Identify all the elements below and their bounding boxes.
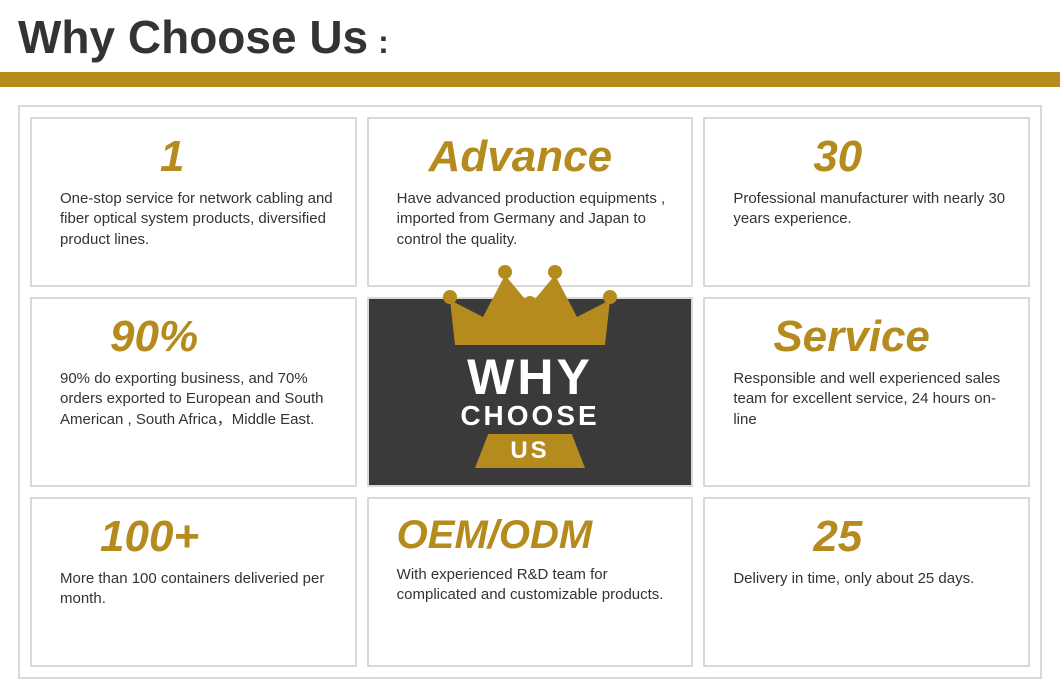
card-big-number: 30 [813, 135, 1010, 179]
card-big-label: Service [773, 315, 1010, 359]
card-big-label: OEM/ODM [397, 515, 674, 555]
heading-row: Why Choose Us : [0, 0, 1060, 64]
badge-line-choose: CHOOSE [460, 403, 599, 430]
card-desc: One-stop service for network cabling and… [60, 189, 337, 250]
card-oem-odm: OEM/ODM With experienced R&D team for co… [367, 497, 694, 667]
page-title: Why Choose Us [18, 10, 368, 64]
badge-line-us: US [475, 434, 585, 468]
card-service: Service Responsible and well experienced… [703, 297, 1030, 487]
card-advance: Advance Have advanced production equipme… [367, 117, 694, 287]
card-big-number: 90% [110, 315, 337, 359]
card-big-label: Advance [429, 135, 674, 179]
card-desc: Delivery in time, only about 25 days. [733, 569, 1010, 589]
badge-text: WHY CHOOSE US [460, 354, 599, 468]
card-big-number: 100+ [100, 515, 337, 559]
heading-colon: : [378, 24, 389, 61]
card-big-number: 25 [813, 515, 1010, 559]
card-desc: More than 100 containers deliveried per … [60, 569, 337, 610]
card-25-days: 25 Delivery in time, only about 25 days. [703, 497, 1030, 667]
card-desc: Have advanced production equipments , im… [397, 189, 674, 250]
gold-divider-bar [0, 72, 1060, 87]
card-100-plus: 100+ More than 100 containers deliveried… [30, 497, 357, 667]
page: Why Choose Us : 1 One-stop service for n… [0, 0, 1060, 679]
card-one-stop: 1 One-stop service for network cabling a… [30, 117, 357, 287]
card-30-years: 30 Professional manufacturer with nearly… [703, 117, 1030, 287]
card-desc: Responsible and well experienced sales t… [733, 369, 1010, 430]
cards-grid: 1 One-stop service for network cabling a… [18, 105, 1042, 679]
card-90-percent: 90% 90% do exporting business, and 70% o… [30, 297, 357, 487]
card-desc: Professional manufacturer with nearly 30… [733, 189, 1010, 230]
center-badge: WHY CHOOSE US [367, 297, 694, 487]
badge-us-wrap: US [460, 434, 599, 468]
card-desc: With experienced R&D team for complicate… [397, 565, 674, 606]
badge-line-why: WHY [460, 354, 599, 402]
card-desc: 90% do exporting business, and 70% order… [60, 369, 337, 430]
card-big-number: 1 [160, 135, 337, 179]
